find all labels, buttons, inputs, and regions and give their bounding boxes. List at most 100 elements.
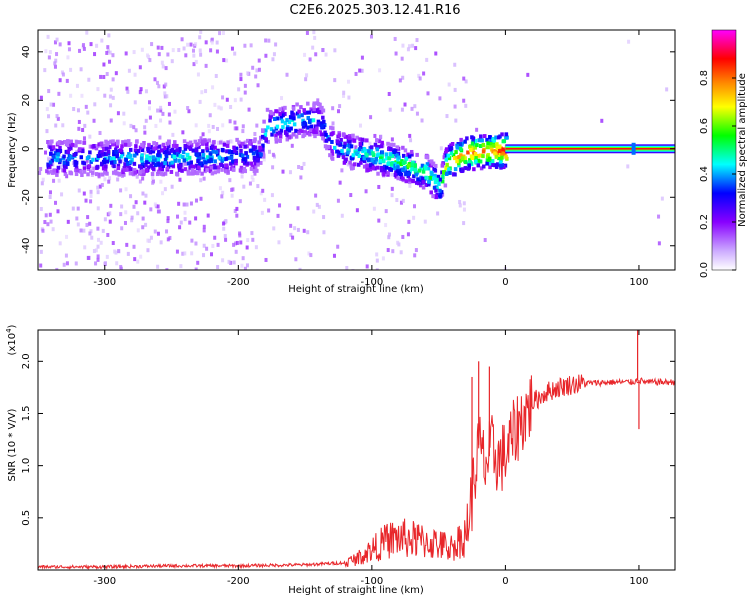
- spectrogram-ridge-cell: [430, 161, 435, 166]
- spectrogram-ridge-cell: [121, 170, 125, 175]
- spectrogram-noise-cell: [243, 83, 247, 88]
- spectrogram-ridge-cell: [146, 146, 150, 151]
- spectrogram-ridge-cell: [45, 169, 49, 174]
- spectrogram-noise-cell: [462, 221, 466, 226]
- spectrogram-ridge-cell: [161, 142, 166, 147]
- spectrogram-noise-cell: [88, 169, 92, 174]
- spectrogram-noise-cell: [235, 126, 239, 131]
- spectrogram-noise-cell: [660, 196, 664, 201]
- spectrogram-ridge-cell: [145, 154, 149, 159]
- spectrogram-noise-cell: [296, 227, 300, 232]
- spectrogram-ridge-cell: [345, 143, 349, 148]
- spectrogram-noise-cell: [53, 64, 57, 69]
- spectrogram-ridge-cell: [165, 148, 169, 153]
- spectrogram-ridge-cell: [74, 172, 79, 177]
- spectrogram-noise-cell: [438, 96, 442, 101]
- spectrogram-ridge-cell: [437, 181, 441, 186]
- spectrogram-ridge-cell: [140, 158, 144, 163]
- snr-y-tick-label: 0.5: [21, 510, 32, 526]
- spectrogram-ridge-cell: [181, 154, 185, 159]
- spectrogram-ridge-cell: [322, 123, 327, 128]
- spectrogram-noise-cell: [183, 210, 187, 215]
- spectrogram-ridge-cell: [163, 171, 168, 176]
- spectrogram-ridge-cell: [370, 162, 375, 167]
- spectrogram-ridge-cell: [498, 144, 502, 149]
- spectrogram-ridge-cell: [140, 161, 145, 166]
- spectrogram-ridge-cell: [385, 156, 389, 161]
- spectrogram-noise-cell: [51, 227, 55, 232]
- spectrogram-ridge-cell: [178, 163, 183, 168]
- spectrogram-ridge-cell: [72, 152, 76, 157]
- spectrogram-ridge-cell: [220, 158, 224, 163]
- spectrogram-ridge-cell: [189, 160, 193, 165]
- spectrogram-noise-cell: [194, 198, 198, 203]
- spectrogram-ridge-cell: [369, 148, 373, 153]
- spectrogram-ridge-cell: [495, 145, 500, 150]
- spectrogram-ridge-cell: [140, 163, 145, 168]
- spectrogram-ridge-cell: [133, 153, 137, 158]
- spectrogram-ridge-cell: [278, 132, 283, 137]
- spectrogram-noise-cell: [251, 178, 255, 183]
- spectrogram-ridge-cell: [448, 170, 452, 175]
- spectrogram-noise-cell: [175, 249, 179, 254]
- spectrogram-noise-cell: [109, 118, 113, 123]
- spectrogram-ridge-cell: [489, 145, 493, 150]
- spectrogram-noise-cell: [213, 102, 217, 107]
- spectrogram-ridge-cell: [306, 125, 311, 130]
- spectrogram-noise-cell: [132, 50, 136, 55]
- spectrogram-ridge-cell: [495, 150, 500, 155]
- spectrogram-noise-cell: [338, 104, 342, 109]
- spectrogram-noise-cell: [144, 118, 148, 123]
- spectrogram-ridge-cell: [125, 167, 129, 172]
- spectrogram-noise-cell: [179, 220, 183, 225]
- spectrogram-ridge-cell: [230, 150, 235, 155]
- spectrogram-ridge-cell: [407, 171, 411, 176]
- spectrogram-ridge-cell: [144, 158, 149, 163]
- spectrogram-ridge-cell: [417, 168, 422, 173]
- spectrogram-ridge-cell: [304, 110, 309, 115]
- spectrogram-ridge-cell: [73, 162, 77, 167]
- spectrogram-ridge-cell: [124, 139, 128, 144]
- spectrogram-noise-cell: [403, 102, 407, 107]
- spectrogram-noise-cell: [311, 45, 315, 50]
- spectrogram-noise-cell: [64, 253, 68, 258]
- spectrogram-ridge-cell: [281, 107, 285, 112]
- spectrogram-noise-cell: [67, 47, 71, 52]
- spectrogram-noise-cell: [271, 57, 275, 62]
- spectrogram-noise-cell: [202, 224, 206, 229]
- spectrogram-y-tick-label: 40: [21, 45, 32, 58]
- spectrogram-ridge-cell: [134, 139, 139, 144]
- spectrogram-ridge-cell: [252, 151, 256, 156]
- spectrogram-noise-cell: [401, 43, 405, 48]
- spectrogram-noise-cell: [177, 201, 181, 206]
- spectrogram-ridge-cell: [372, 157, 376, 162]
- spectrogram-noise-cell: [369, 34, 373, 39]
- spectrogram-ridge-cell: [411, 178, 415, 183]
- spectrogram-ridge-cell: [502, 165, 506, 170]
- spectrogram-ridge-cell: [106, 149, 111, 154]
- spectrogram-ridge-cell: [177, 148, 182, 153]
- spectrogram-ridge-cell: [290, 110, 294, 115]
- spectrogram-noise-cell: [54, 123, 58, 128]
- spectrogram-ridge-cell: [196, 159, 200, 164]
- spectrogram-ridge-cell: [275, 131, 280, 136]
- spectrogram-noise-cell: [458, 199, 462, 204]
- spectrogram-noise-cell: [192, 62, 196, 67]
- spectrogram-ridge-cell: [455, 143, 459, 148]
- spectrogram-ridge-cell: [204, 157, 209, 162]
- spectrogram-ridge-cell: [146, 165, 151, 170]
- spectrogram-noise-cell: [194, 241, 198, 246]
- spectrogram-ridge-cell: [362, 156, 366, 161]
- spectrogram-noise-cell: [98, 130, 102, 135]
- spectrogram-ridge-cell: [154, 142, 159, 147]
- spectrogram-ridge-cell: [265, 107, 270, 112]
- spectrogram-noise-cell: [194, 216, 198, 221]
- spectrogram-ridge-cell: [322, 119, 326, 124]
- spectrogram-noise-cell: [208, 113, 212, 118]
- spectrogram-noise-cell: [235, 213, 239, 218]
- spectrogram-noise-cell: [46, 222, 50, 227]
- spectrogram-ridge-cell: [213, 159, 217, 164]
- spectrogram-ridge-cell: [398, 172, 403, 177]
- spectrogram-ridge-cell: [386, 141, 390, 146]
- spectrogram-ridge-cell: [379, 144, 384, 149]
